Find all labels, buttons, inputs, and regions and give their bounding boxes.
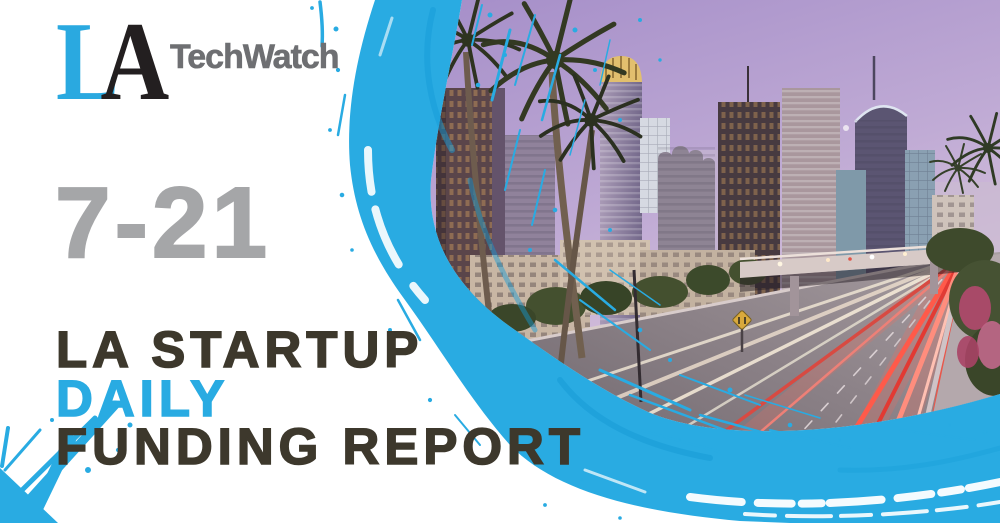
title-line-2: DAILY (55, 369, 230, 427)
title-line-3: FUNDING REPORT (55, 418, 585, 475)
moon (843, 125, 849, 131)
palm-trees (430, 0, 1000, 373)
title-line-1: LA STARTUP (55, 321, 424, 378)
logo-letter-a: A (100, 0, 170, 124)
logo-brush-mark (310, 0, 339, 48)
logo-wordmark: TechWatch (170, 38, 340, 76)
corner-splash (0, 400, 133, 523)
report-date: 7-21 (54, 167, 272, 279)
brush-ring (349, 0, 1000, 523)
logo-letter-l: L (56, 0, 120, 124)
brand-logo: LA (56, 6, 169, 118)
merge-sign (732, 310, 752, 352)
paint-splatter-marks (328, 4, 988, 520)
bridge-traffic (777, 252, 907, 267)
light-pole (632, 269, 643, 403)
report-title: LA STARTUP DAILY FUNDING REPORT (55, 321, 585, 475)
roadside-greenery (926, 228, 1000, 396)
